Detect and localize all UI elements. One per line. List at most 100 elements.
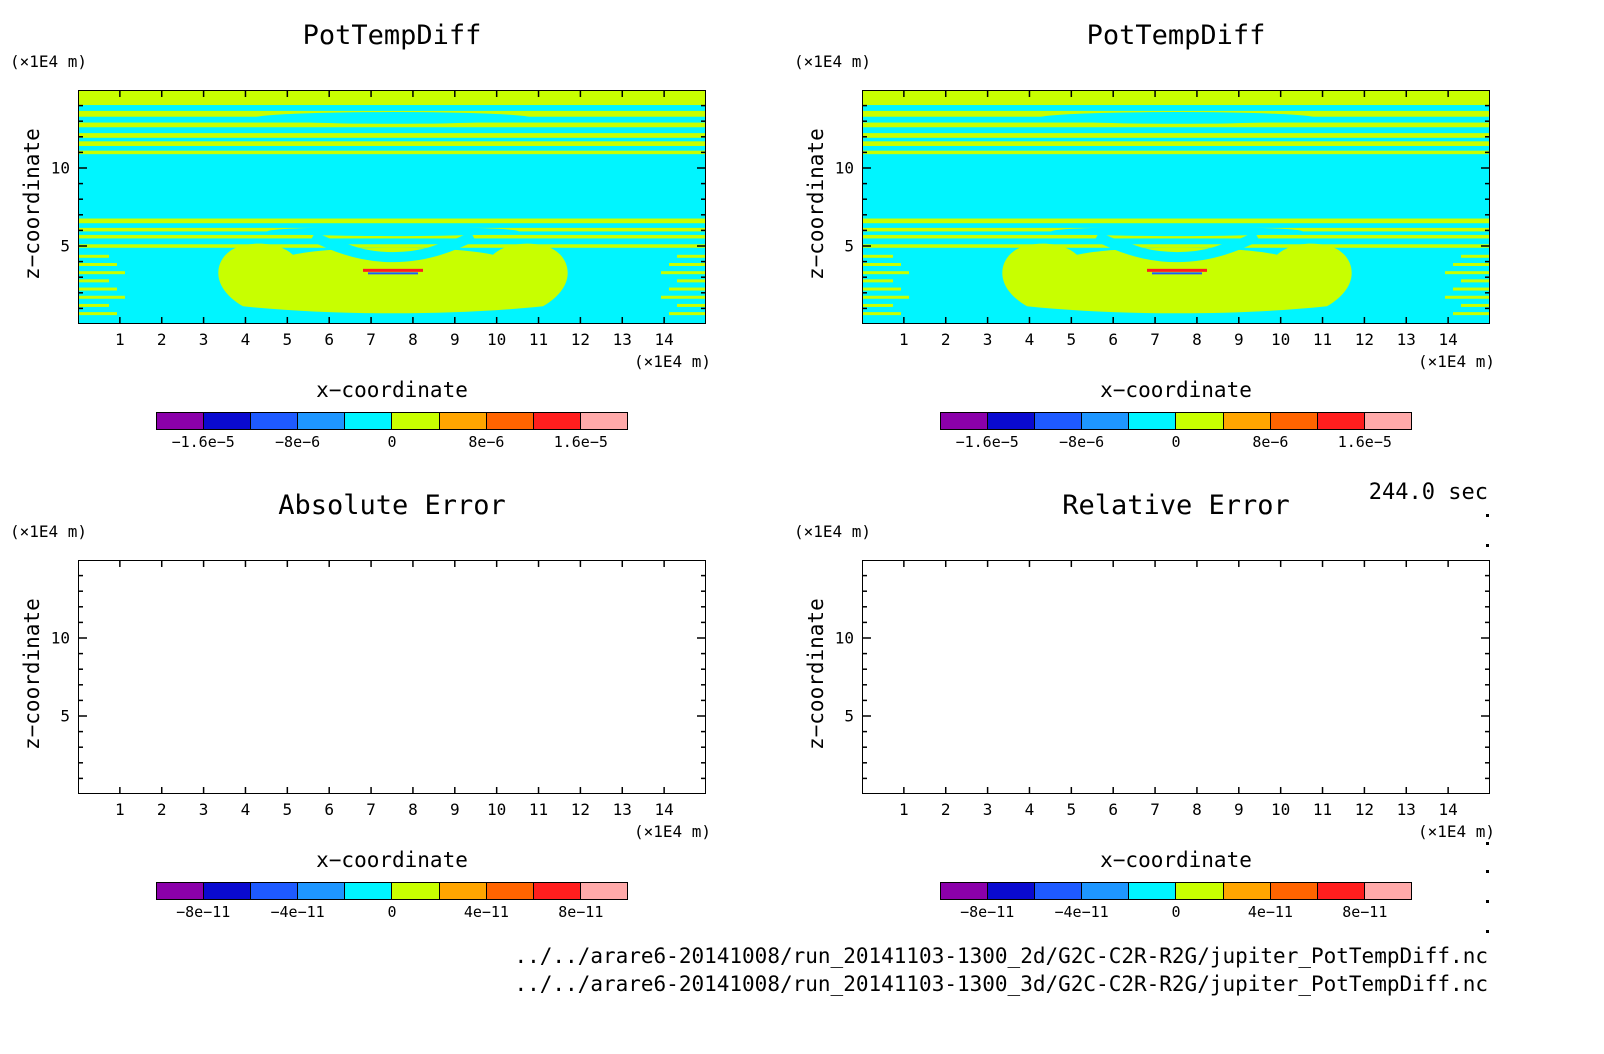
lime-band	[79, 234, 705, 239]
edge-stripe-right	[1453, 287, 1489, 291]
colorbar-swatch	[1129, 883, 1177, 899]
x-tick-label: 14	[654, 330, 674, 349]
footer-line-1: ../../arare6-20141008/run_20141103-1300_…	[514, 944, 1488, 968]
margin-dot	[1486, 930, 1489, 933]
cyan-arc	[1125, 242, 1229, 259]
cyan-lens	[254, 112, 532, 124]
lime-band	[863, 244, 1489, 248]
colorbar-swatch	[251, 883, 299, 899]
x-tick-label: 12	[570, 330, 591, 349]
edge-stripe-right	[669, 312, 705, 316]
blue-streak	[1152, 272, 1202, 275]
colorbar-label: −8e−6	[1059, 433, 1105, 451]
margin-dot	[1486, 544, 1489, 547]
y-unit-label: (×1E4 m)	[10, 522, 88, 541]
colorbar-swatch	[298, 413, 346, 429]
x-tick-label: 5	[1066, 330, 1077, 349]
x-tick-label: 8	[1192, 800, 1202, 819]
colorbar	[940, 412, 1412, 430]
y-tick-label: 5	[60, 236, 70, 256]
edge-stripe-right	[1445, 295, 1489, 299]
lime-band	[79, 150, 705, 155]
edge-stripe-left	[863, 262, 901, 266]
red-streak	[363, 268, 423, 272]
colorbar-label: −4e−11	[1054, 903, 1109, 921]
colorbar-swatch	[1364, 413, 1411, 429]
colorbar-swatch	[345, 883, 393, 899]
colorbar-swatch	[392, 883, 440, 899]
colorbar-swatch	[157, 413, 205, 429]
x-tick-label: 10	[487, 330, 507, 349]
edge-stripe-right	[669, 262, 705, 266]
x-tick-label: 12	[570, 800, 591, 819]
heatmap-field	[863, 91, 1489, 323]
colorbar-label: 0	[387, 903, 397, 921]
y-unit-label: (×1E4 m)	[794, 522, 872, 541]
margin-dot	[1486, 900, 1489, 903]
colorbar-swatch	[580, 413, 627, 429]
colorbar-label: 4e−11	[463, 903, 509, 921]
edge-stripe-left	[863, 287, 901, 291]
y-axis-label: z−coordinate	[804, 128, 828, 280]
colorbar	[156, 882, 628, 900]
y-axis-label: z−coordinate	[804, 598, 828, 750]
x-tick-label: 7	[1150, 800, 1160, 819]
colorbar-swatch	[1082, 413, 1130, 429]
lime-band	[863, 234, 1489, 239]
plot-area	[862, 90, 1490, 324]
colorbar-swatch	[204, 883, 252, 899]
x-tick-label: 4	[240, 800, 251, 819]
x-axis-label: x−coordinate	[1100, 848, 1252, 872]
x-tick-label: 10	[1271, 800, 1291, 819]
y-tick-label: 5	[60, 706, 70, 726]
x-tick-label: 6	[1108, 330, 1119, 349]
x-tick-label: 14	[1438, 330, 1458, 349]
colorbar-swatch	[251, 413, 299, 429]
edge-stripe-right	[1461, 254, 1489, 258]
x-tick-label: 3	[198, 800, 209, 819]
colorbar-label: 0	[1171, 433, 1181, 451]
panel-title: PotTempDiff	[302, 20, 482, 51]
colorbar-label: 0	[387, 433, 397, 451]
lime-band	[863, 150, 1489, 155]
colorbar-swatch	[204, 413, 252, 429]
edge-stripe-right	[1461, 303, 1489, 307]
y-tick-label: 10	[834, 158, 854, 178]
lime-band	[79, 133, 705, 138]
heatmap-field	[79, 91, 705, 323]
colorbar-label: 8e−6	[1252, 433, 1289, 451]
cyan-arc	[341, 242, 445, 259]
colorbar-swatch	[1176, 883, 1224, 899]
edge-stripe-right	[661, 295, 705, 299]
colorbar-label: 1.6e−5	[553, 433, 608, 451]
edge-stripe-right	[677, 303, 705, 307]
edge-stripe-right	[1453, 312, 1489, 316]
colorbar-swatch	[988, 883, 1036, 899]
x-tick-label: 3	[198, 330, 209, 349]
panel-title: Absolute Error	[278, 490, 506, 521]
x-tick-label: 7	[1150, 330, 1160, 349]
x-unit-label: (×1E4 m)	[634, 822, 712, 841]
colorbar-label: −1.6e−5	[955, 433, 1019, 451]
x-tick-label: 2	[156, 800, 167, 819]
edge-stripe-left	[79, 295, 125, 299]
colorbar-swatch	[941, 413, 989, 429]
central-blob	[218, 243, 568, 314]
colorbar-swatch	[1270, 883, 1318, 899]
edge-stripe-left	[79, 262, 117, 266]
lime-band	[79, 218, 705, 224]
colorbar-swatch	[439, 883, 487, 899]
edge-stripe-right	[1453, 262, 1489, 266]
colorbar-swatch	[345, 413, 393, 429]
colorbar-label: 8e−11	[558, 903, 604, 921]
x-tick-label: 11	[528, 800, 549, 819]
lime-band	[863, 122, 1489, 128]
x-tick-label: 6	[324, 800, 335, 819]
edge-stripe-right	[677, 279, 705, 283]
x-tick-label: 9	[1233, 330, 1244, 349]
edge-stripe-left	[863, 279, 893, 283]
colorbar-swatch	[580, 883, 627, 899]
y-tick-label: 10	[834, 628, 854, 648]
y-tick-label: 10	[50, 628, 70, 648]
lime-band	[863, 133, 1489, 138]
